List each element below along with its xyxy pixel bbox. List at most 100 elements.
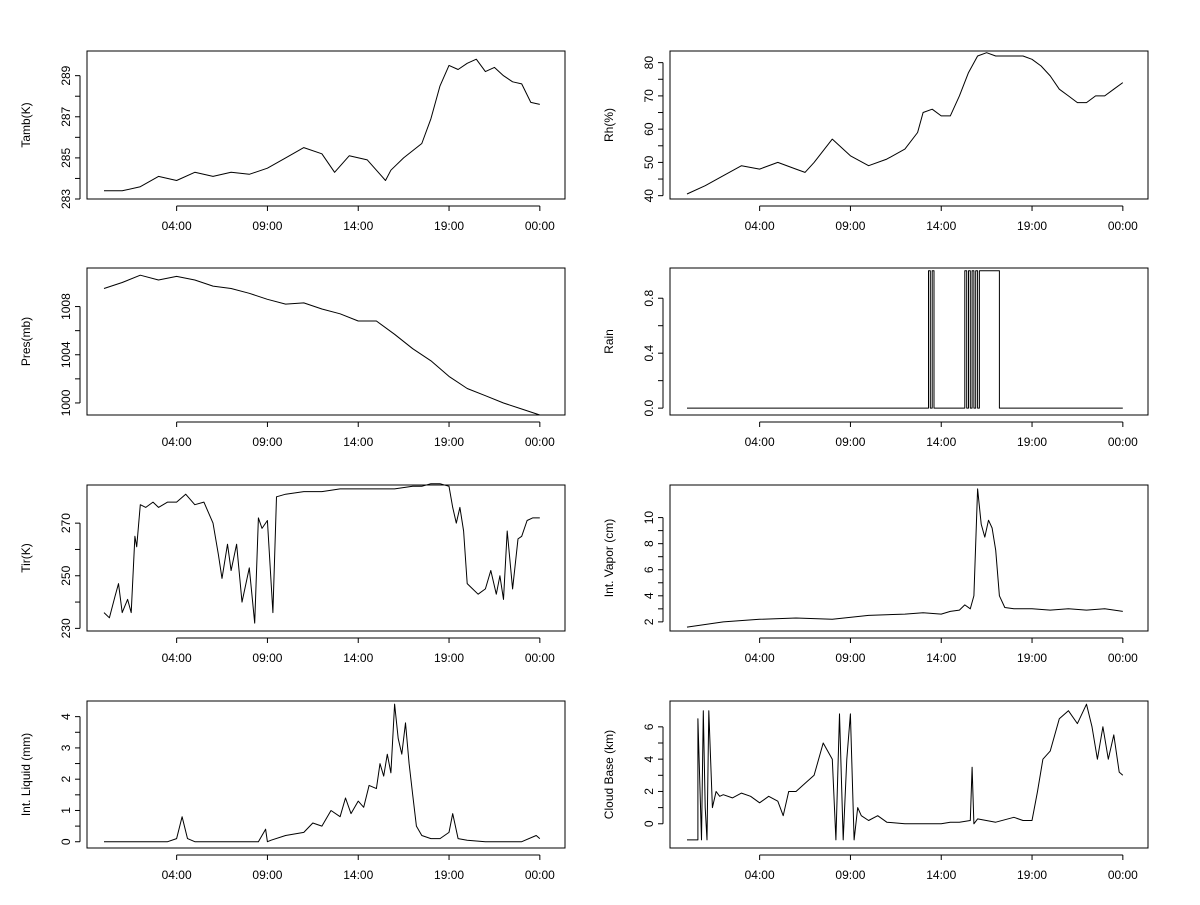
y-axis-label: Tir(K) xyxy=(19,543,33,573)
x-tick-label: 09:00 xyxy=(252,868,282,882)
y-tick-label: 80 xyxy=(642,56,656,70)
y-tick-label: 0.4 xyxy=(642,345,656,362)
y-tick-label: 0 xyxy=(642,820,656,827)
series-line xyxy=(104,58,540,192)
x-tick-label: 09:00 xyxy=(252,435,282,449)
x-tick-label: 09:00 xyxy=(835,435,865,449)
y-tick-label: 8 xyxy=(642,540,656,547)
x-tick-label: 14:00 xyxy=(343,219,373,233)
y-tick-label: 6 xyxy=(642,566,656,573)
y-tick-label: 289 xyxy=(59,65,73,85)
x-tick-label: 19:00 xyxy=(1017,219,1047,233)
x-tick-label: 04:00 xyxy=(162,435,192,449)
y-tick-label: 60 xyxy=(642,122,656,136)
chart-panel: 04:00 09:00 14:00 19:00 00:00 283 285 287 289 Tam… xyxy=(19,50,566,233)
x-tick-label: 00:00 xyxy=(525,219,555,233)
y-tick-label: 1 xyxy=(59,807,73,814)
plot-frame xyxy=(669,267,1149,416)
y-axis-label: Pres(mb) xyxy=(19,317,33,366)
plot-frame xyxy=(669,50,1149,200)
y-tick-label: 10 xyxy=(642,511,656,525)
y-axis-label: Tamb(K) xyxy=(19,102,33,147)
y-tick-label: 50 xyxy=(642,155,656,169)
x-tick-label: 19:00 xyxy=(1017,651,1047,665)
y-tick-label: 4 xyxy=(642,592,656,599)
x-tick-label: 00:00 xyxy=(1108,219,1138,233)
series-line xyxy=(103,483,540,624)
y-tick-label: 4 xyxy=(59,713,73,720)
series-line xyxy=(687,270,1123,409)
x-tick-label: 09:00 xyxy=(835,219,865,233)
x-tick-label: 14:00 xyxy=(343,651,373,665)
y-tick-label: 2 xyxy=(642,618,656,625)
x-tick-label: 14:00 xyxy=(926,651,956,665)
x-tick-label: 00:00 xyxy=(525,435,555,449)
plot-frame xyxy=(86,267,566,416)
x-tick-label: 04:00 xyxy=(162,651,192,665)
series-line xyxy=(104,703,541,843)
chart-panel: 04:00 09:00 14:00 19:00 00:00 0 1 2 3 4 Int. Liqui… xyxy=(19,700,566,882)
x-tick-label: 04:00 xyxy=(745,651,775,665)
x-tick-label: 00:00 xyxy=(525,868,555,882)
x-tick-label: 00:00 xyxy=(1108,868,1138,882)
y-tick-label: 4 xyxy=(642,755,656,762)
x-tick-label: 19:00 xyxy=(434,868,464,882)
y-tick-label: 2 xyxy=(642,788,656,795)
x-tick-label: 00:00 xyxy=(1108,435,1138,449)
y-axis-label: Cloud Base (km) xyxy=(602,730,616,819)
x-tick-label: 09:00 xyxy=(252,651,282,665)
plot-frame xyxy=(86,484,566,632)
x-tick-label: 04:00 xyxy=(162,868,192,882)
y-tick-label: 283 xyxy=(59,189,73,209)
y-tick-label: 287 xyxy=(59,106,73,126)
x-tick-label: 00:00 xyxy=(1108,651,1138,665)
y-tick-label: 230 xyxy=(59,618,73,638)
x-tick-label: 09:00 xyxy=(252,219,282,233)
x-tick-label: 19:00 xyxy=(1017,435,1047,449)
y-axis-label: Int. Liquid (mm) xyxy=(19,733,33,816)
plot-frame xyxy=(86,50,566,200)
x-tick-label: 14:00 xyxy=(926,435,956,449)
y-tick-label: 3 xyxy=(59,744,73,751)
chart-panel: 04:00 09:00 14:00 19:00 00:00 40 50 60 70 80 Rh(%) xyxy=(602,50,1149,233)
y-tick-label: 1008 xyxy=(59,293,73,320)
y-axis-label: Int. Vapor (cm) xyxy=(602,519,616,597)
x-tick-label: 19:00 xyxy=(434,219,464,233)
x-tick-label: 04:00 xyxy=(745,435,775,449)
chart-panel: 04:00 09:00 14:00 19:00 00:00 0.0 0.4 0.8 Rain xyxy=(602,267,1149,449)
y-tick-label: 0.0 xyxy=(642,399,656,416)
y-axis-label: Rain xyxy=(602,329,616,354)
y-tick-label: 285 xyxy=(59,148,73,168)
x-tick-label: 19:00 xyxy=(1017,868,1047,882)
x-tick-label: 19:00 xyxy=(434,651,464,665)
series-line xyxy=(687,703,1124,841)
chart-panel: 04:00 09:00 14:00 19:00 00:00 230 250 270 Tir(K) xyxy=(19,483,566,665)
y-axis-label: Rh(%) xyxy=(602,108,616,142)
x-tick-label: 09:00 xyxy=(835,651,865,665)
y-tick-label: 270 xyxy=(59,513,73,533)
y-tick-label: 1000 xyxy=(59,389,73,416)
chart-panel: 04:00 09:00 14:00 19:00 00:00 2 4 6 8 10 Int. Vapo… xyxy=(602,484,1149,665)
x-tick-label: 14:00 xyxy=(926,219,956,233)
y-tick-label: 250 xyxy=(59,565,73,585)
x-tick-label: 04:00 xyxy=(745,219,775,233)
plot-frame xyxy=(669,484,1149,632)
y-tick-label: 40 xyxy=(642,189,656,203)
plot-frame xyxy=(669,700,1149,849)
y-tick-label: 2 xyxy=(59,776,73,783)
series-line xyxy=(686,52,1124,195)
chart-panel: 04:00 09:00 14:00 19:00 00:00 0 2 4 6 Cloud Base … xyxy=(602,700,1149,882)
x-tick-label: 14:00 xyxy=(926,868,956,882)
chart-panel: 04:00 09:00 14:00 19:00 00:00 1000 1004 1008 Pre… xyxy=(19,267,566,449)
y-tick-label: 0 xyxy=(59,838,73,845)
x-tick-label: 14:00 xyxy=(343,868,373,882)
x-tick-label: 00:00 xyxy=(525,651,555,665)
y-tick-label: 70 xyxy=(642,89,656,103)
series-line xyxy=(686,488,1123,628)
plot-frame xyxy=(86,700,566,849)
y-tick-label: 6 xyxy=(642,723,656,730)
x-tick-label: 14:00 xyxy=(343,435,373,449)
x-tick-label: 19:00 xyxy=(434,435,464,449)
